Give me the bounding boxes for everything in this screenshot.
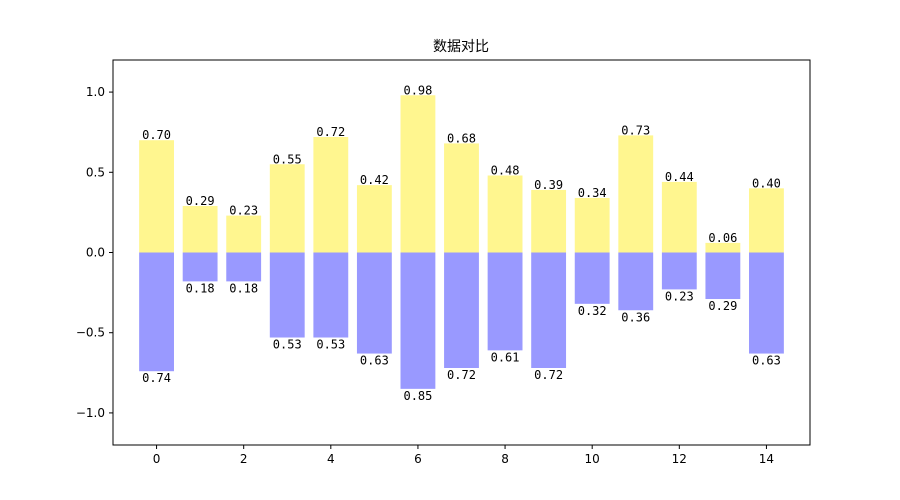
bar-series1-8 bbox=[487, 175, 523, 253]
data-label-series1-7: 0.68 bbox=[447, 131, 476, 145]
bar-series1-10 bbox=[574, 197, 610, 253]
bar-series2-12 bbox=[661, 252, 697, 290]
chart-title: 数据对比 bbox=[433, 39, 489, 55]
bar-series1-13 bbox=[705, 242, 741, 253]
bar-series1-12 bbox=[661, 181, 697, 253]
x-tick-label-10: 10 bbox=[585, 452, 600, 466]
data-label-series2-10: 0.32 bbox=[578, 304, 607, 318]
x-tick-label-12: 12 bbox=[672, 452, 687, 466]
data-label-series2-11: 0.36 bbox=[621, 310, 650, 324]
data-label-series2-0: 0.74 bbox=[142, 371, 171, 385]
bar-series2-9 bbox=[531, 252, 567, 368]
data-label-series2-9: 0.72 bbox=[534, 368, 563, 382]
y-tick-label-2: 0.0 bbox=[86, 246, 105, 260]
data-label-series1-5: 0.42 bbox=[360, 173, 389, 187]
data-label-series2-8: 0.61 bbox=[491, 350, 520, 364]
data-label-series2-6: 0.85 bbox=[403, 389, 432, 403]
data-label-series2-7: 0.72 bbox=[447, 368, 476, 382]
x-tick-label-14: 14 bbox=[759, 452, 774, 466]
data-label-series1-0: 0.70 bbox=[142, 128, 171, 142]
data-label-series1-13: 0.06 bbox=[708, 231, 737, 245]
data-label-series2-5: 0.63 bbox=[360, 354, 389, 368]
data-label-series1-12: 0.44 bbox=[665, 170, 694, 184]
data-labels-layer: 0.70 0.29 0.23 0.55 0.72 0.42 0.98 0.68 0.48 0.39… bbox=[142, 83, 781, 403]
data-label-series1-8: 0.48 bbox=[491, 164, 520, 178]
data-label-series1-4: 0.72 bbox=[316, 125, 345, 139]
x-tick-label-6: 6 bbox=[414, 452, 422, 466]
bar-series1-6 bbox=[400, 95, 436, 253]
bar-series2-3 bbox=[269, 252, 305, 338]
bar-series1-4 bbox=[313, 137, 349, 253]
x-tick-label-0: 0 bbox=[153, 452, 161, 466]
data-label-series1-1: 0.29 bbox=[186, 194, 215, 208]
bar-series2-13 bbox=[705, 252, 741, 300]
bar-series1-5 bbox=[356, 185, 392, 253]
data-label-series1-6: 0.98 bbox=[403, 83, 432, 97]
axes-layer: 0 2 4 6 8 10 12 14 −1.0 −0.5 0.0 0.5 1.0 bbox=[76, 59, 811, 466]
bar-series1-3 bbox=[269, 164, 305, 253]
data-label-series1-9: 0.39 bbox=[534, 178, 563, 192]
bar-series1-0 bbox=[139, 140, 174, 253]
bar-series1-9 bbox=[531, 189, 567, 253]
bar-series2-0 bbox=[139, 252, 174, 372]
x-tick-label-8: 8 bbox=[501, 452, 509, 466]
bar-series2-1 bbox=[182, 252, 218, 282]
data-label-series2-2: 0.18 bbox=[229, 281, 258, 295]
data-label-series1-11: 0.73 bbox=[621, 123, 650, 137]
bar-series2-5 bbox=[356, 252, 392, 354]
bar-series1-7 bbox=[444, 143, 479, 253]
bar-series1-2 bbox=[226, 215, 262, 253]
x-tick-label-4: 4 bbox=[327, 452, 335, 466]
data-label-series1-3: 0.55 bbox=[273, 152, 302, 166]
y-tick-label-3: 0.5 bbox=[86, 165, 105, 179]
bar-series2-2 bbox=[226, 252, 262, 282]
y-tick-label-1: −0.5 bbox=[76, 326, 105, 340]
data-label-series2-1: 0.18 bbox=[186, 281, 215, 295]
y-tick-label-4: 1.0 bbox=[86, 85, 105, 99]
bar-series1-1 bbox=[182, 205, 218, 253]
data-label-series2-12: 0.23 bbox=[665, 289, 694, 303]
data-label-series2-13: 0.29 bbox=[708, 299, 737, 313]
data-label-series1-2: 0.23 bbox=[229, 204, 258, 218]
bar-series2-11 bbox=[618, 252, 654, 311]
data-label-series2-3: 0.53 bbox=[273, 338, 302, 352]
bar-series1-14 bbox=[749, 188, 784, 253]
bar-series2-14 bbox=[749, 252, 784, 354]
bar-series2-6 bbox=[400, 252, 436, 389]
x-tick-label-2: 2 bbox=[240, 452, 248, 466]
bar-series2-4 bbox=[313, 252, 349, 338]
data-label-series1-10: 0.34 bbox=[578, 186, 607, 200]
bar-series2-7 bbox=[444, 252, 479, 368]
bars-layer bbox=[139, 95, 784, 389]
data-label-series2-14: 0.63 bbox=[752, 354, 781, 368]
bar-series2-8 bbox=[487, 252, 523, 351]
data-label-series2-4: 0.53 bbox=[316, 338, 345, 352]
data-label-series1-14: 0.40 bbox=[752, 176, 781, 190]
bar-series1-11 bbox=[618, 135, 654, 253]
y-tick-label-0: −1.0 bbox=[76, 406, 105, 420]
bar-series2-10 bbox=[574, 252, 610, 304]
